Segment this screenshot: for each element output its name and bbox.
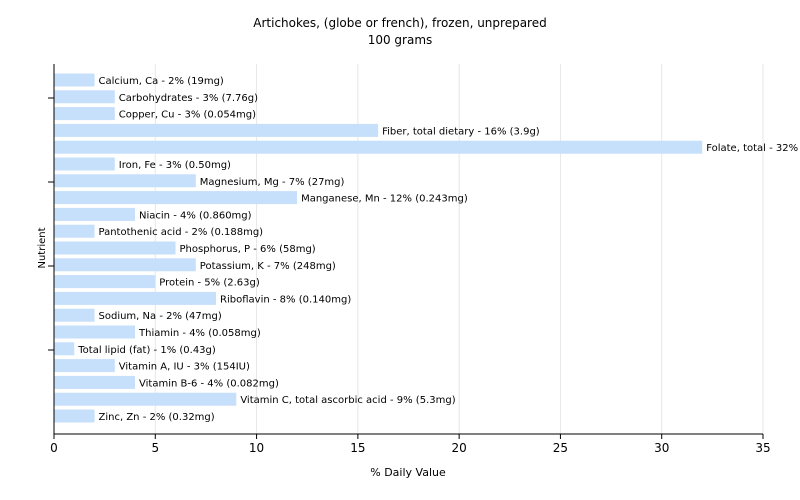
- bar: [54, 73, 95, 87]
- bar: [54, 224, 95, 238]
- bar-label: Folate, total - 32% (126mcg): [706, 143, 800, 154]
- bar-label: Potassium, K - 7% (248mg): [200, 261, 336, 272]
- bar: [54, 409, 95, 423]
- bar: [54, 325, 136, 339]
- chart-title: Artichokes, (globe or french), frozen, u…: [253, 16, 546, 30]
- y-axis-label: Nutrient: [37, 227, 48, 268]
- bar-label: Iron, Fe - 3% (0.50mg): [119, 160, 231, 171]
- bar-label: Calcium, Ca - 2% (19mg): [99, 76, 224, 87]
- bar-label: Fiber, total dietary - 16% (3.9g): [382, 126, 540, 137]
- x-tick-label: 35: [755, 441, 770, 455]
- bar: [54, 107, 115, 121]
- x-tick-label: 5: [151, 441, 159, 455]
- bar-label: Sodium, Na - 2% (47mg): [99, 311, 222, 322]
- bar: [54, 191, 298, 205]
- bar-label: Manganese, Mn - 12% (0.243mg): [301, 194, 468, 205]
- bar-label: Copper, Cu - 3% (0.054mg): [119, 110, 256, 121]
- bar: [54, 392, 237, 406]
- x-tick-label: 20: [452, 441, 467, 455]
- bar: [54, 342, 75, 356]
- bar: [54, 359, 115, 373]
- bar-label: Total lipid (fat) - 1% (0.43g): [77, 345, 216, 356]
- x-axis-label: % Daily Value: [370, 466, 446, 479]
- bar-label: Pantothenic acid - 2% (0.188mg): [99, 227, 264, 238]
- bar: [54, 174, 196, 188]
- bar: [54, 258, 196, 272]
- bar: [54, 291, 217, 305]
- bar-label: Niacin - 4% (0.860mg): [139, 210, 252, 221]
- x-tick-label: 0: [50, 441, 58, 455]
- bar: [54, 241, 176, 255]
- bar-label: Protein - 5% (2.63g): [159, 278, 260, 289]
- bar-label: Riboflavin - 8% (0.140mg): [220, 294, 351, 305]
- x-tick-label: 25: [553, 441, 568, 455]
- bar-label: Vitamin B-6 - 4% (0.082mg): [139, 378, 279, 389]
- bar: [54, 275, 156, 289]
- x-tick-label: 15: [350, 441, 365, 455]
- bar-label: Magnesium, Mg - 7% (27mg): [200, 177, 345, 188]
- bar: [54, 375, 136, 389]
- bar: [54, 207, 136, 221]
- bar-label: Phosphorus, P - 6% (58mg): [180, 244, 316, 255]
- bars: Calcium, Ca - 2% (19mg) Carbohydrates - 3…: [54, 73, 800, 423]
- x-tick-label: 10: [249, 441, 264, 455]
- bar-label: Vitamin A, IU - 3% (154IU): [119, 362, 250, 373]
- chart-subtitle: 100 grams: [368, 33, 433, 47]
- bar: [54, 90, 115, 104]
- bar-label: Vitamin C, total ascorbic acid - 9% (5.3…: [240, 395, 455, 406]
- bar-label: Carbohydrates - 3% (7.76g): [119, 93, 258, 104]
- bar: [54, 308, 95, 322]
- bar: [54, 123, 379, 137]
- bar: [54, 140, 703, 154]
- bar: [54, 157, 115, 171]
- x-tick-label: 30: [654, 441, 669, 455]
- bar-label: Zinc, Zn - 2% (0.32mg): [99, 412, 215, 423]
- axes: 0 5 10 15 20 25 30 35: [48, 64, 771, 455]
- bar-label: Thiamin - 4% (0.058mg): [138, 328, 261, 339]
